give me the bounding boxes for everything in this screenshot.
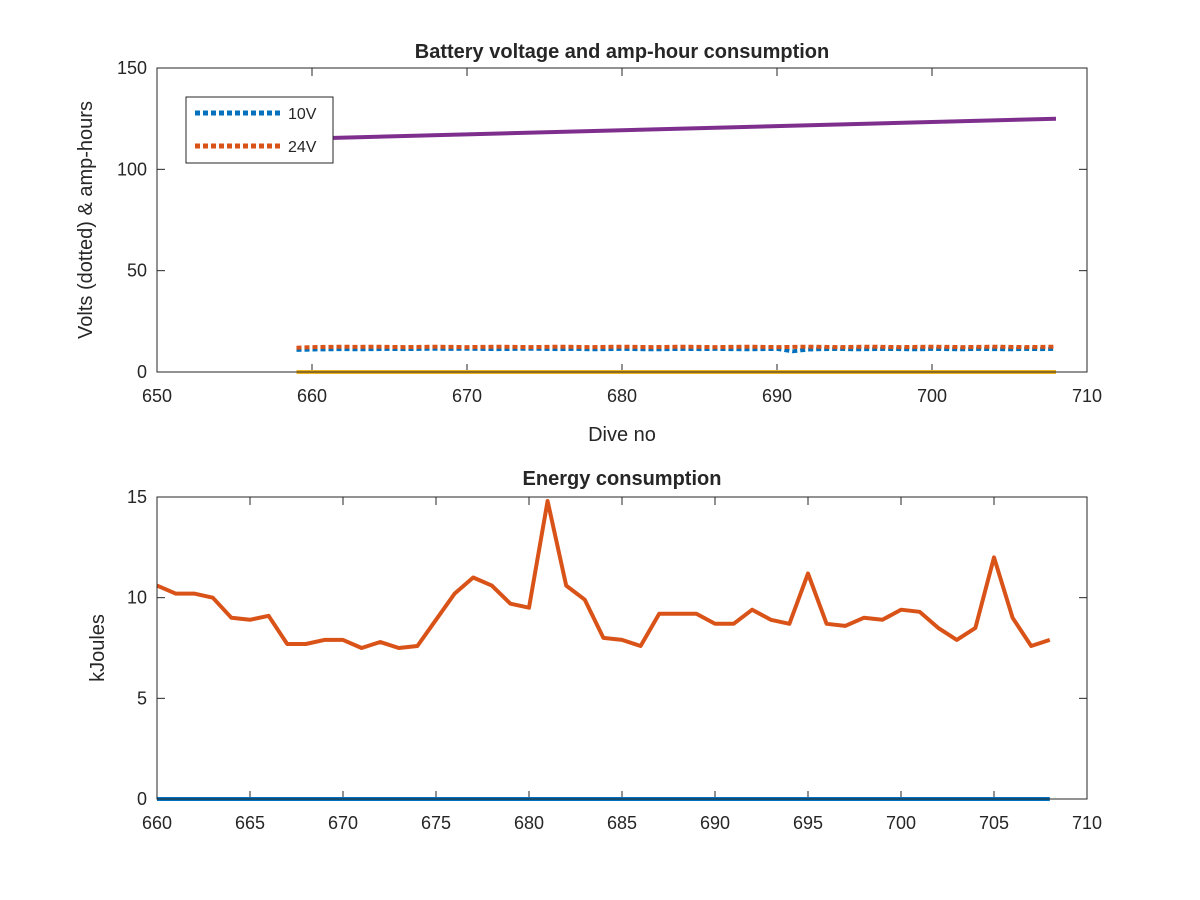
axis-ticks: 650 660 670 680 690 700 710 0 50 100 150 [117,58,1102,406]
x-tick-label: 670 [328,813,358,833]
x-tick-label: 675 [421,813,451,833]
legend: 10V 24V [185,96,334,164]
y-tick-label: 10 [127,588,147,608]
y-tick-label: 0 [137,789,147,809]
x-tick-label: 700 [886,813,916,833]
x-tick-label: 695 [793,813,823,833]
legend-label-24v: 24V [288,139,317,156]
chart-title: Energy consumption [523,468,722,490]
legend-box [185,96,334,164]
x-tick-label: 680 [607,386,637,406]
y-tick-label: 100 [117,159,147,179]
x-tick-label: 685 [607,813,637,833]
x-tick-label: 650 [142,386,172,406]
y-tick-label: 5 [137,688,147,708]
axes-box [156,496,1088,800]
y-axis-label: kJoules [87,614,109,682]
series-line-orange [156,499,1051,650]
chart-title: Battery voltage and amp-hour consumption [415,41,829,63]
x-tick-label: 690 [762,386,792,406]
x-tick-label: 660 [142,813,172,833]
y-axis-label: Volts (dotted) & amp-hours [75,101,97,339]
x-tick-label: 710 [1072,813,1102,833]
x-tick-label: 670 [452,386,482,406]
plot-area [157,497,1087,799]
voltage-amphour-chart: Battery voltage and amp-hour consumption… [75,41,1102,446]
x-tick-label: 680 [514,813,544,833]
x-tick-label: 660 [297,386,327,406]
x-tick-label: 710 [1072,386,1102,406]
series-line-purple [296,116,1057,141]
x-tick-label: 665 [235,813,265,833]
x-tick-label: 700 [917,386,947,406]
series-line-10v [296,346,1057,354]
series-line-24v [296,344,1057,350]
y-tick-label: 50 [127,261,147,281]
y-tick-label: 0 [137,362,147,382]
x-tick-label: 705 [979,813,1009,833]
energy-chart: Energy consumption kJoules 660 665 670 675 6… [87,468,1102,833]
y-tick-label: 15 [127,487,147,507]
x-axis-label: Dive no [588,424,656,446]
y-tick-label: 150 [117,58,147,78]
axis-ticks: 660 665 670 675 680 685 690 695 700 705 710 0 5 10 15 [127,487,1102,833]
legend-label-10v: 10V [288,106,317,123]
axes-box [156,67,1088,373]
x-tick-label: 690 [700,813,730,833]
